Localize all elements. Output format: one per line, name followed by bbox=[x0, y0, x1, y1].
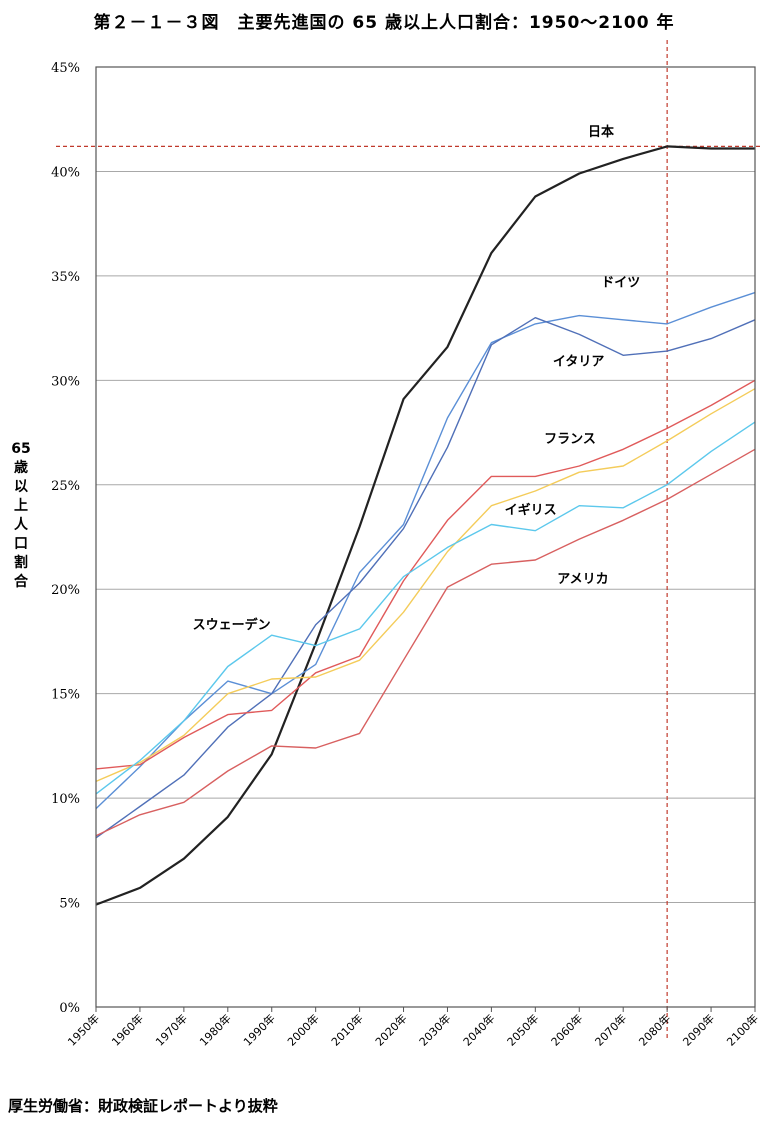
y-tick-label: 35% bbox=[51, 270, 80, 285]
x-tick-label: 2000年 bbox=[284, 1011, 321, 1048]
series-line-0 bbox=[95, 145, 755, 906]
y-axis-label: 65歳以上人口割合 bbox=[11, 441, 31, 590]
x-tick-label: 1970年 bbox=[153, 1011, 190, 1048]
x-tick-label: 2070年 bbox=[592, 1011, 629, 1048]
series-line-4 bbox=[95, 388, 756, 783]
x-tick-label: 1990年 bbox=[240, 1011, 277, 1048]
y-tick-label: 25% bbox=[51, 479, 80, 494]
series-line-6 bbox=[95, 448, 756, 837]
y-tick-label: 45% bbox=[51, 61, 80, 76]
series-label-1: ドイツ bbox=[601, 275, 640, 290]
series-line-2 bbox=[95, 317, 756, 839]
y-tick-label: 0% bbox=[59, 1001, 80, 1016]
y-tick-label: 5% bbox=[59, 897, 80, 912]
series-line-3 bbox=[95, 379, 756, 770]
y-tick-label: 20% bbox=[51, 583, 80, 598]
chart-title: 第２－１－３図 主要先進国の 65 歳以上人口割合：1950〜2100 年 bbox=[93, 13, 675, 33]
x-tick-label: 1960年 bbox=[109, 1011, 146, 1048]
x-tick-label: 2040年 bbox=[460, 1011, 497, 1048]
x-tick-label: 2100年 bbox=[724, 1011, 761, 1048]
series-label-4: イギリス bbox=[505, 502, 557, 518]
x-tick-label: 2090年 bbox=[680, 1011, 717, 1048]
axes: 0%5%10%15%20%25%30%35%40%45%1950年 1960年 19… bbox=[51, 61, 761, 1049]
source-note: 厚生労働省：財政検証レポートより抜粋 bbox=[8, 1097, 278, 1115]
x-tick-label: 2030年 bbox=[416, 1011, 453, 1048]
y-tick-label: 40% bbox=[51, 165, 80, 180]
series-line-1 bbox=[95, 291, 756, 810]
x-tick-label: 1980年 bbox=[196, 1011, 233, 1048]
x-tick-label: 2050年 bbox=[504, 1011, 541, 1048]
series-label-3: フランス bbox=[544, 432, 596, 447]
series-label-2: イタリア bbox=[553, 355, 604, 370]
series-lines bbox=[95, 145, 756, 906]
x-tick-label: 1950年 bbox=[65, 1011, 102, 1048]
y-tick-label: 10% bbox=[51, 792, 80, 807]
gridlines bbox=[96, 66, 755, 1008]
plot-frame bbox=[95, 66, 756, 1008]
reference-lines bbox=[56, 40, 762, 1040]
series-label-6: アメリカ bbox=[557, 572, 608, 587]
series-label-5: スウェーデン bbox=[193, 617, 271, 633]
y-tick-label: 15% bbox=[51, 688, 80, 703]
series-label-0: 日本 bbox=[588, 124, 614, 140]
x-tick-label: 2020年 bbox=[372, 1011, 409, 1048]
x-tick-label: 2010年 bbox=[328, 1011, 365, 1048]
x-tick-label: 2060年 bbox=[548, 1011, 585, 1048]
series-line-5 bbox=[95, 421, 756, 795]
y-tick-label: 30% bbox=[51, 374, 80, 389]
